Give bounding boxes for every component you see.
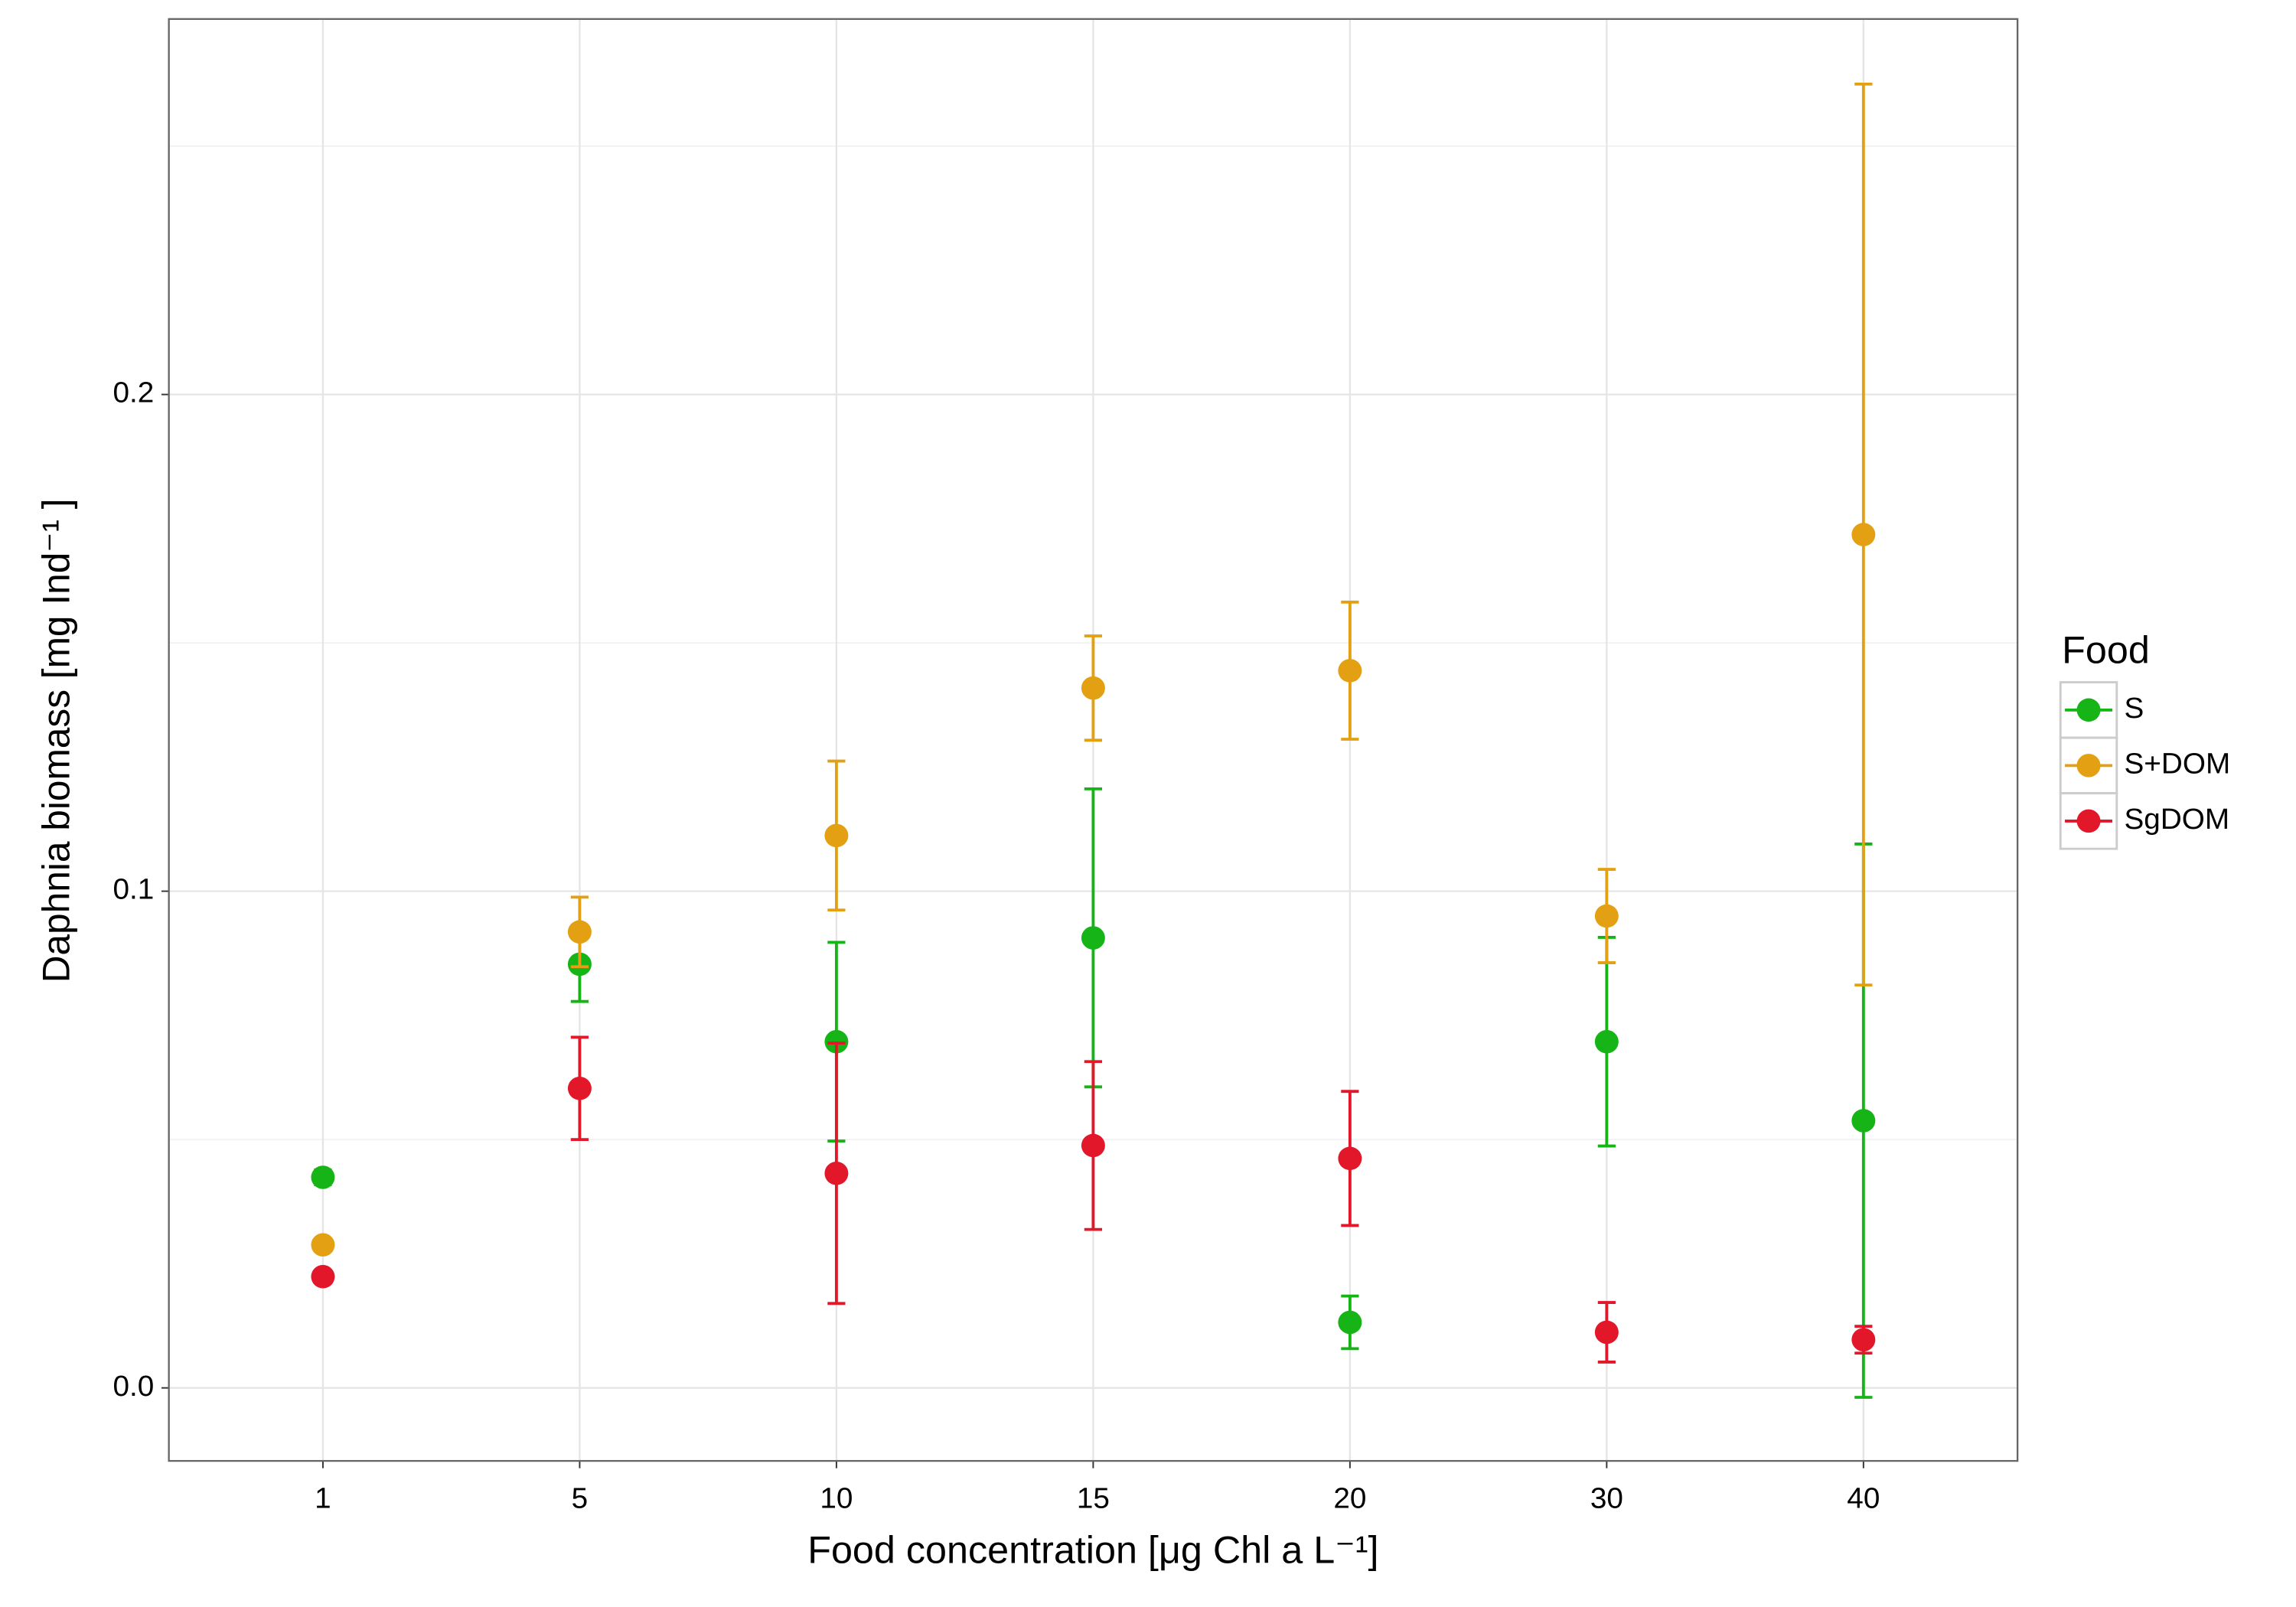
legend-title: Food [2062,629,2150,672]
panel-border [168,18,2019,1462]
point [1851,523,1876,546]
x-tick-label: 1 [315,1482,331,1515]
point [1081,926,1105,950]
point [1081,1133,1105,1158]
y-tick-label: 0.0 [113,1370,154,1403]
x-tick-label: 5 [572,1482,589,1515]
point [311,1233,335,1257]
y-tick-label: 0.1 [113,873,154,906]
series [311,1035,1876,1364]
legend-label: SgDOM [2124,803,2229,836]
point [1594,1320,1619,1345]
x-axis-title: Food concentration [μg Chl a L⁻¹] [807,1529,1378,1572]
point [311,1265,335,1289]
point [1594,1029,1619,1054]
point [824,823,849,848]
point [1338,1146,1362,1171]
x-tick-label: 30 [1590,1482,1623,1515]
point [824,1162,849,1185]
point [1851,1109,1876,1133]
point [567,920,592,944]
legend-point [2076,809,2101,833]
point [1594,904,1619,928]
y-axis-title: Daphnia biomass [mg Ind⁻¹ ] [34,498,77,983]
series [311,82,1876,1257]
legend-label: S [2124,692,2144,725]
point [1851,1328,1876,1351]
x-tick-label: 10 [820,1482,853,1515]
x-tick-label: 40 [1847,1482,1880,1515]
point [311,1165,335,1189]
point [1338,1310,1362,1335]
legend-point [2076,754,2101,777]
point [1338,659,1362,683]
point [567,1077,592,1100]
x-tick-label: 20 [1333,1482,1366,1515]
legend-point [2076,698,2101,722]
x-tick-label: 15 [1077,1482,1110,1515]
point [824,1029,849,1054]
y-tick-label: 0.2 [113,376,154,409]
legend-label: S+DOM [2124,748,2230,781]
point [1081,676,1105,700]
